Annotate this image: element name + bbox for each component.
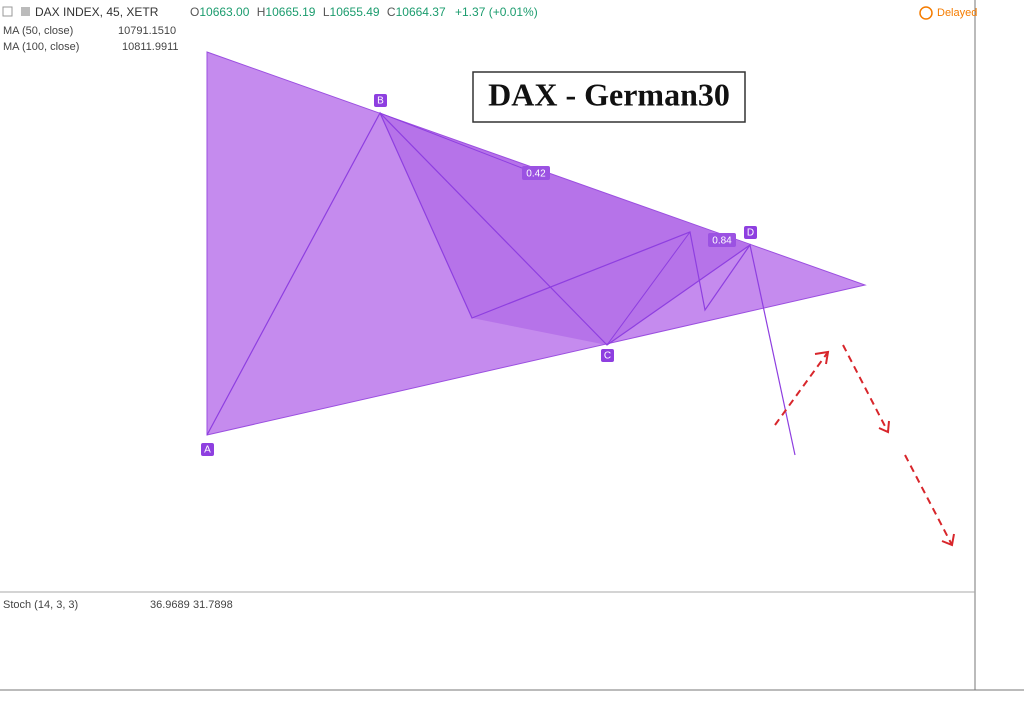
ratio-box: [708, 233, 736, 247]
ohlc-key: O: [190, 5, 199, 19]
symbol: DAX INDEX, 45, XETR: [35, 5, 159, 19]
ratio-box: [522, 166, 550, 180]
stoch-title: Stoch (14, 3, 3): [3, 599, 78, 611]
point-box: [374, 94, 387, 107]
icon: [2, 6, 13, 17]
point-label: A: [204, 445, 211, 456]
ohlc-value: 10664.37: [396, 5, 446, 19]
legend-value: 10811.9911: [122, 41, 178, 53]
pattern-line: [379, 112, 541, 176]
point-box: [201, 443, 214, 456]
pattern-drawing: [206, 51, 867, 456]
legend-value: 10791.1510: [118, 25, 176, 37]
ohlc-value: 10665.19: [265, 5, 315, 19]
ratio-label: 0.42: [526, 169, 546, 180]
ohlc: O10663.00 H10665.19 L10655.49 C10664.37 …: [190, 5, 538, 19]
arrow-head: [941, 533, 955, 547]
legend-value: 36.9689: [150, 599, 190, 611]
pattern-line: [606, 231, 691, 346]
legend-value: 31.7898: [193, 599, 233, 611]
legend-name: MA (100, close): [3, 41, 79, 53]
arrow-head: [814, 350, 830, 365]
pattern-fill: [380, 113, 750, 345]
ohlc-value: 10655.49: [330, 5, 380, 19]
status: Delayed: [937, 7, 977, 19]
ohlc-key: C: [387, 5, 396, 19]
arrow: [904, 454, 953, 546]
arrow-head: [878, 420, 890, 434]
point-label: B: [377, 96, 384, 107]
point-label: D: [747, 228, 754, 239]
arrow: [842, 344, 889, 433]
pattern-labels: A B C D 0.42 0.84: [201, 94, 757, 456]
ratio-label: 0.84: [712, 236, 732, 247]
ohlc-value: 10663.00: [199, 5, 249, 19]
ohlc-key: L: [323, 5, 330, 19]
forecast-arrows: [774, 344, 953, 546]
icon: [21, 7, 30, 16]
title-box: [472, 71, 746, 123]
arrow-heads: [814, 350, 955, 547]
point-box: [601, 349, 614, 362]
chart-title: DAX - German30: [488, 76, 730, 112]
legend-name: MA (50, close): [3, 25, 73, 37]
point-label: C: [604, 351, 611, 362]
ohlc-key: H: [257, 5, 266, 19]
point-box: [744, 226, 757, 239]
change: +1.37 (+0.01%): [455, 5, 538, 19]
delayed-icon: [919, 6, 933, 20]
arrow: [774, 351, 829, 426]
